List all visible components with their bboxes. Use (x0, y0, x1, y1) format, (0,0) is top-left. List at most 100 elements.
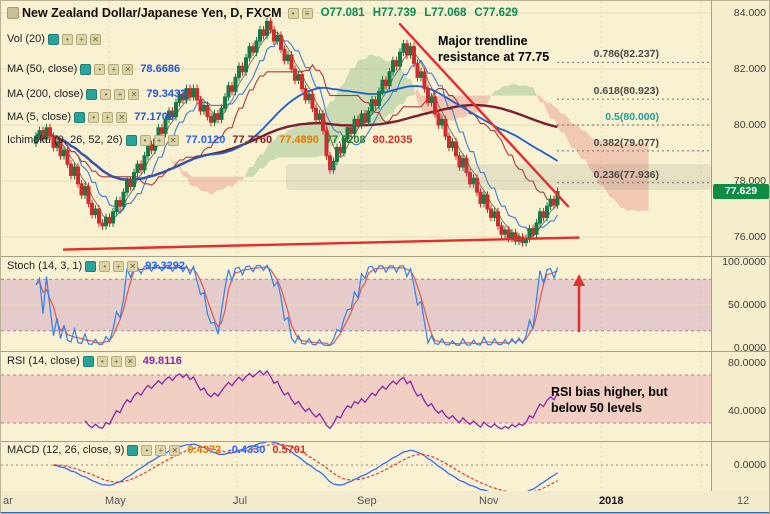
add-icon[interactable]: + (113, 260, 125, 272)
visibility-icon[interactable]: • (99, 260, 111, 272)
visibility-icon[interactable]: • (139, 134, 151, 146)
indicator-legend-row[interactable]: MA (5, close) • + ✕ 77.1706 (7, 111, 174, 123)
support-trendline[interactable] (62, 236, 580, 251)
axis-divider (711, 1, 712, 491)
indicator-legend-row[interactable]: MA (50, close) • + ✕ 78.6686 (7, 63, 180, 75)
indicator-legend-row[interactable]: MACD (12, 26, close, 9) • + ✕ 0.4372 -0.… (7, 444, 306, 456)
indicator-label[interactable]: MACD (12, 26, close, 9) (7, 444, 125, 456)
indicator-label[interactable]: Stoch (14, 3, 1) (7, 260, 83, 272)
visibility-icon[interactable]: • (100, 88, 112, 100)
indicator-label[interactable]: MA (200, close) (7, 88, 84, 100)
visibility-icon[interactable]: • (88, 111, 100, 123)
price-scale[interactable]: 84.000 82.000 80.000 78.000 76.000 100.0000 50… (711, 1, 769, 491)
indicator-bullet-icon[interactable] (85, 260, 97, 272)
main-price-panel[interactable]: New Zealand Dollar/Japanese Yen, D, FXCM… (1, 1, 711, 256)
add-icon[interactable]: + (75, 33, 87, 45)
stochastic-panel[interactable]: Stoch (14, 3, 1) • + ✕ 93.3292 (1, 256, 711, 351)
ichimoku-cloud (557, 108, 561, 133)
ichimoku-cloud (515, 84, 519, 96)
candle-body (160, 127, 164, 134)
stochastic-chart[interactable] (1, 256, 711, 351)
panel-divider[interactable] (1, 351, 769, 352)
ichimoku-cloud (519, 85, 523, 96)
indicator-bullet-icon[interactable] (86, 88, 98, 100)
indicator-legend-row[interactable]: MA (200, close) • + ✕ 79.3433 (7, 88, 186, 100)
more-icon[interactable]: ≡ (301, 7, 313, 19)
indicator-value: 79.3433 (146, 88, 187, 100)
add-icon[interactable]: + (108, 63, 120, 75)
candle-body (443, 118, 448, 137)
close-icon[interactable]: ✕ (89, 33, 101, 45)
indicator-bullet-icon[interactable] (47, 33, 59, 45)
ichimoku-cloud (221, 176, 225, 191)
indicator-label[interactable]: RSI (14, close) (7, 355, 80, 367)
time-scale[interactable]: ar May Jul Sep Nov 2018 12 (1, 491, 769, 513)
candlestick-chart[interactable] (1, 1, 711, 256)
visibility-icon[interactable]: • (287, 7, 299, 19)
add-icon[interactable]: + (110, 355, 122, 367)
candle-body (293, 68, 297, 81)
close-icon[interactable]: ✕ (116, 111, 128, 123)
close-icon[interactable]: ✕ (124, 355, 136, 367)
add-icon[interactable]: + (153, 134, 165, 146)
candle-body (426, 88, 430, 104)
indicator-legend-row[interactable]: Stoch (14, 3, 1) • + ✕ 93.3292 (7, 260, 185, 272)
indicator-bullet-icon[interactable] (74, 111, 86, 123)
ichimoku-cloud (267, 141, 271, 165)
indicator-legend-row[interactable]: RSI (14, close) • + ✕ 49.8116 (7, 355, 182, 367)
ichimoku-cloud (407, 78, 411, 97)
visibility-icon[interactable]: • (96, 355, 108, 367)
stoch-axis-label: 50.0000 (728, 299, 766, 311)
candle-body (48, 127, 52, 137)
ichimoku-cloud (302, 122, 306, 158)
ichimoku-cloud (305, 121, 309, 158)
add-icon[interactable]: + (155, 444, 167, 456)
ichimoku-cloud (165, 151, 169, 156)
ichimoku-cloud (204, 176, 208, 192)
indicator-bullet-icon[interactable] (125, 134, 137, 146)
close-icon[interactable]: ✕ (167, 134, 179, 146)
resistance-trendline[interactable] (398, 23, 570, 208)
rsi-panel[interactable]: RSI (14, close) • + ✕ 49.8116 RSI bias h… (1, 351, 711, 441)
indicator-label[interactable]: Ichimoku (9, 26, 52, 26) (7, 134, 123, 146)
indicator-label[interactable]: MA (5, close) (7, 111, 72, 123)
ichimoku-cloud (232, 176, 236, 188)
candle-body (174, 102, 178, 118)
visibility-icon[interactable]: • (61, 33, 73, 45)
fib-level-label: 0.5(80.000) (605, 111, 659, 123)
indicator-bullet-icon[interactable] (127, 444, 139, 456)
candle-body (380, 79, 385, 92)
candle-body (195, 88, 199, 101)
indicator-label[interactable]: Vol (20) (7, 33, 45, 45)
close-icon[interactable]: ✕ (169, 444, 181, 456)
add-icon[interactable]: + (102, 111, 114, 123)
candle-body (310, 93, 315, 109)
rsi-chart[interactable] (1, 351, 711, 441)
symbol-title[interactable]: New Zealand Dollar/Japanese Yen, D, FXCM (22, 6, 282, 20)
indicator-bullet-icon[interactable] (82, 355, 94, 367)
indicator-legend-row[interactable]: Ichimoku (9, 26, 52, 26) • + ✕ 77.0120 77.776… (7, 134, 412, 146)
panel-divider[interactable] (1, 441, 769, 442)
close-icon[interactable]: ✕ (127, 260, 139, 272)
close-icon[interactable]: ✕ (122, 63, 134, 75)
visibility-icon[interactable]: • (94, 63, 106, 75)
candle-body (384, 79, 388, 87)
macd-chart[interactable] (1, 441, 711, 491)
ichimoku-cloud (456, 95, 460, 121)
add-icon[interactable]: + (114, 88, 126, 100)
candle-body (373, 99, 378, 106)
indicator-label[interactable]: MA (50, close) (7, 63, 78, 75)
candle-body (489, 208, 493, 218)
panel-divider[interactable] (1, 256, 769, 257)
close-icon[interactable]: ✕ (128, 88, 140, 100)
ichimoku-cloud (487, 95, 491, 104)
macd-panel[interactable]: MACD (12, 26, close, 9) • + ✕ 0.4372 -0.… (1, 441, 711, 491)
ichimoku-cloud (270, 141, 274, 160)
visibility-icon[interactable]: • (141, 444, 153, 456)
candle-body (412, 46, 416, 64)
ichimoku-cloud (498, 87, 502, 96)
indicator-bullet-icon[interactable] (80, 63, 92, 75)
candle-body (363, 113, 367, 123)
macd-axis-label: 0.0000 (733, 459, 766, 471)
indicator-legend-row[interactable]: Vol (20) • + ✕ (7, 33, 101, 45)
